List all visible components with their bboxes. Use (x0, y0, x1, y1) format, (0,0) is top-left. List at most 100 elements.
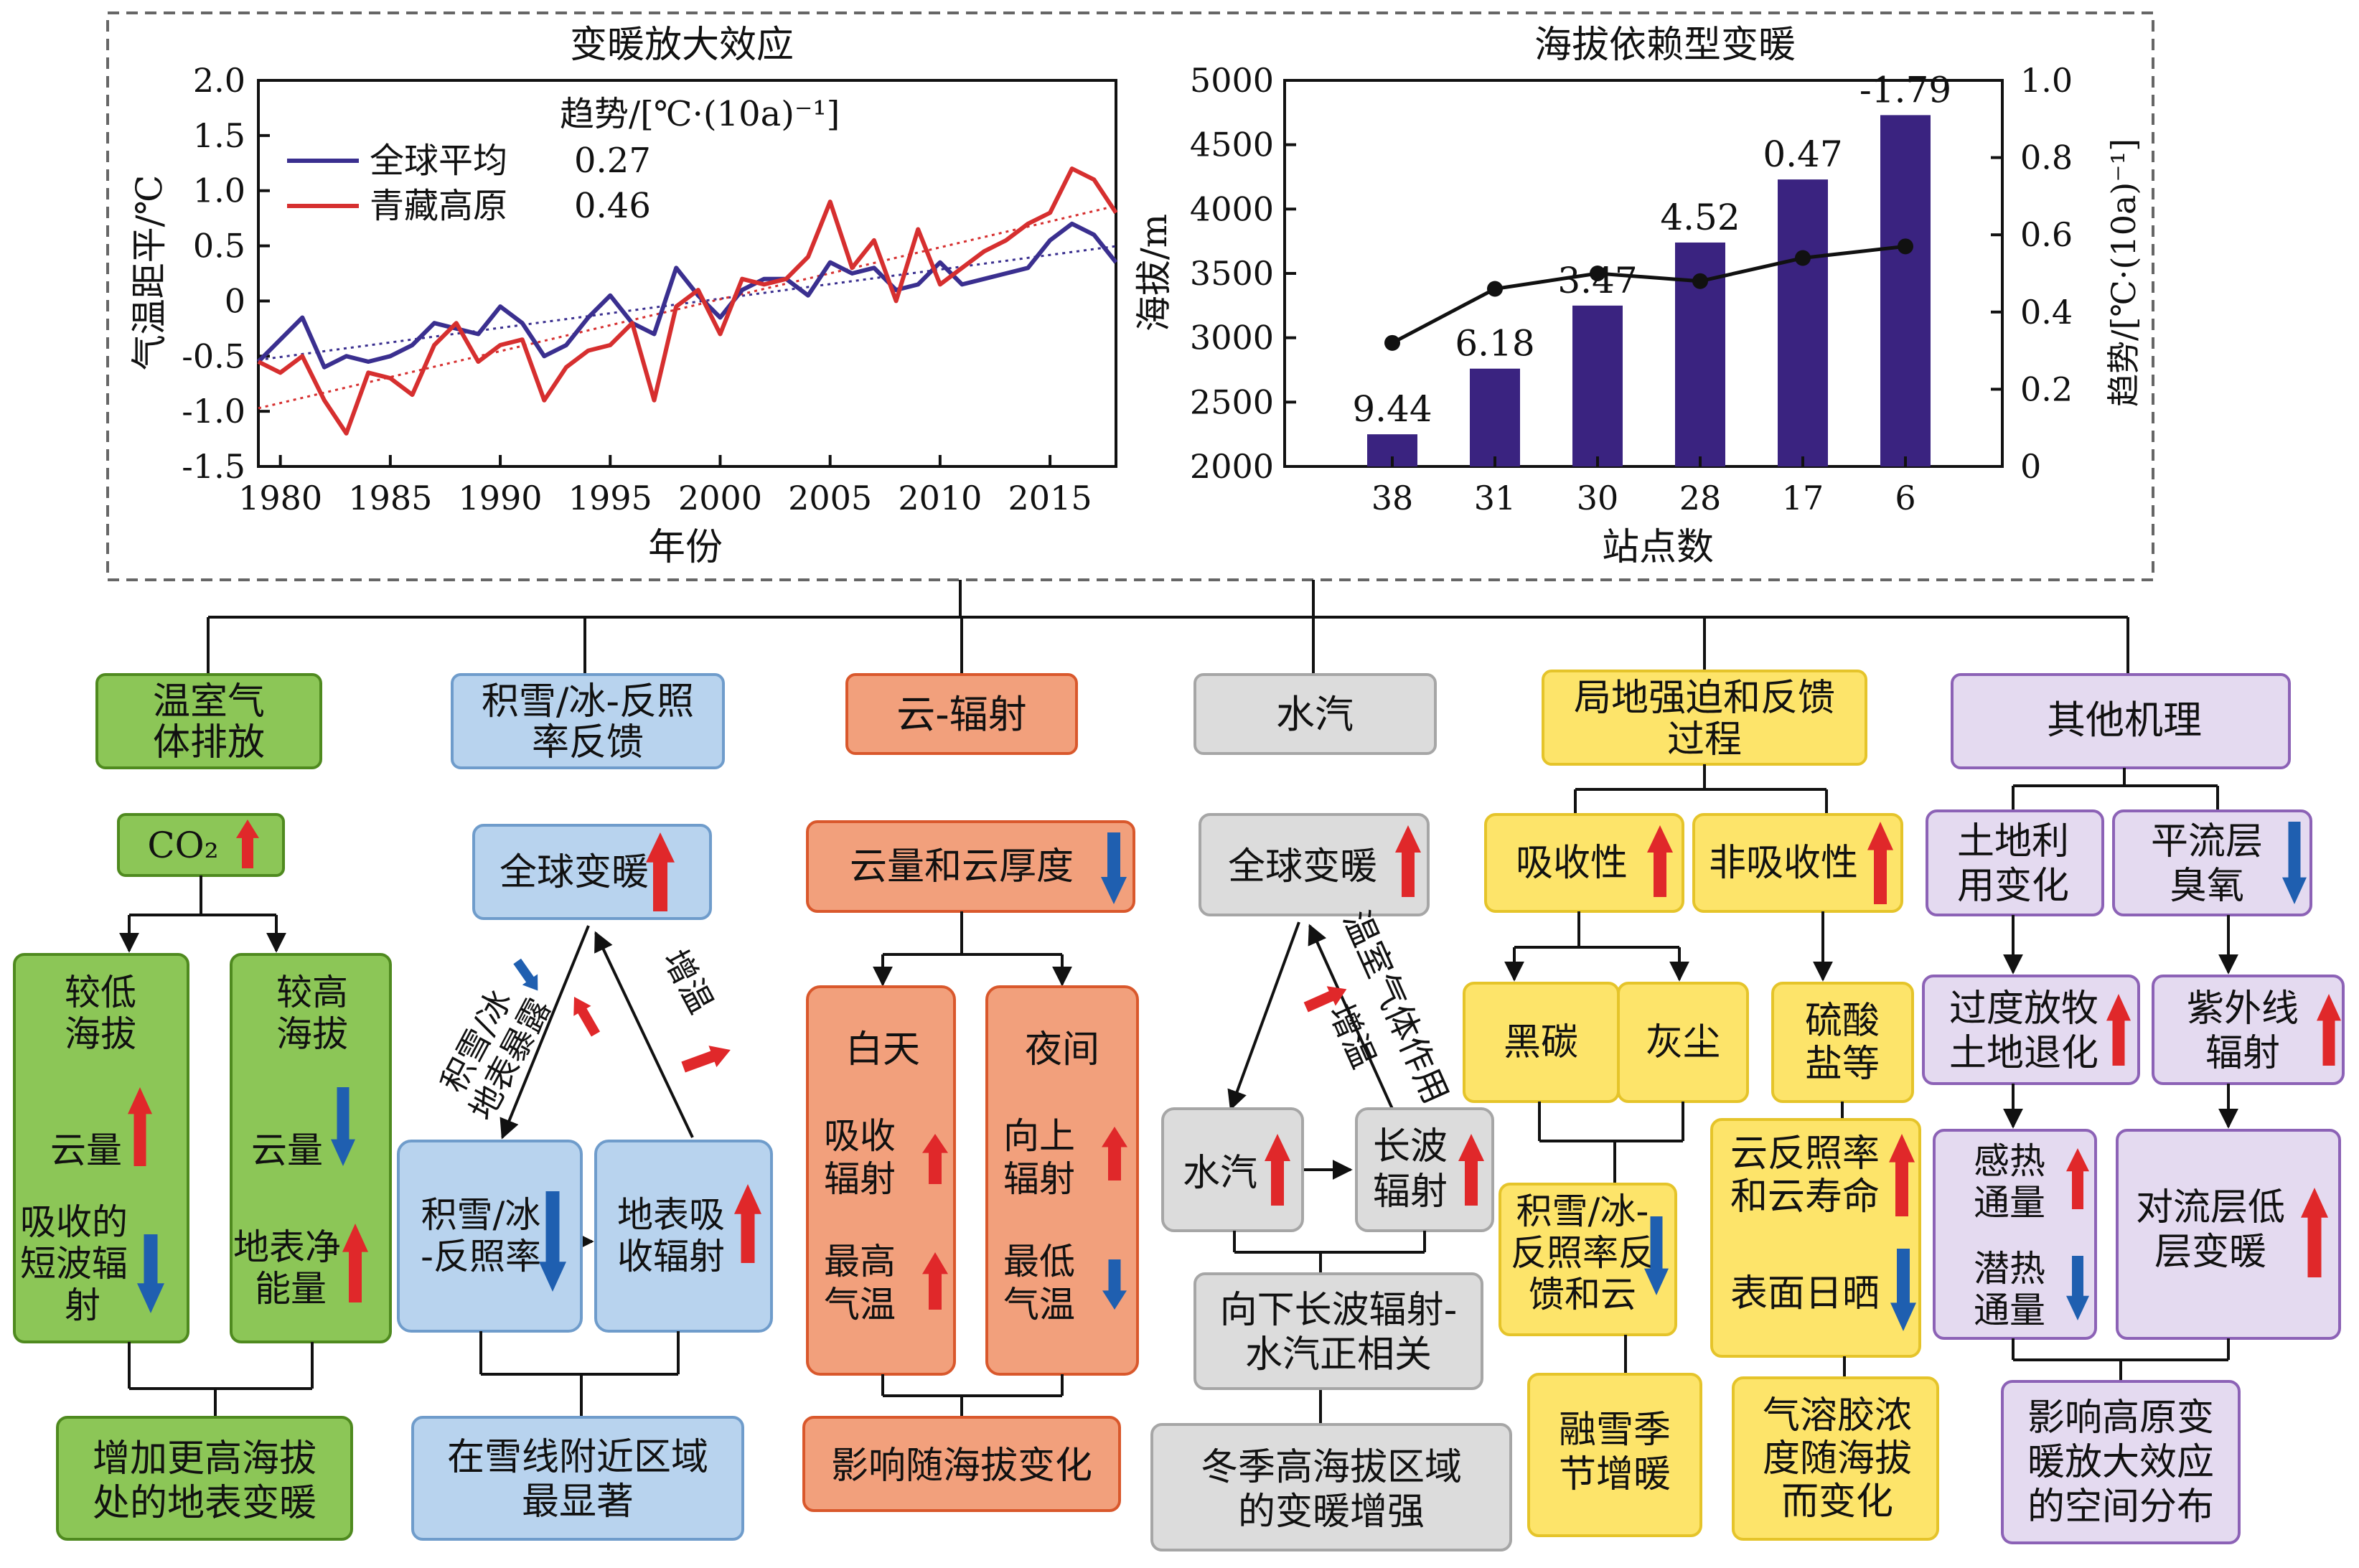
arrow-shape (1265, 1134, 1290, 1206)
vapor-label: 水汽 (1183, 1152, 1257, 1195)
legend-label-global: 全球平均 (370, 141, 507, 181)
trendline-plateau (258, 205, 1117, 410)
x-tick-label: 2015 (1008, 479, 1092, 517)
landuse-box (1926, 809, 2104, 916)
bar-chart-trend-line (1384, 238, 1913, 351)
bar-value-label: 4.52 (1660, 197, 1740, 238)
arrow-shape (1303, 986, 1347, 1013)
y-tick-label: 1.5 (193, 116, 245, 155)
night-tmin-down-arrow (1102, 1259, 1127, 1310)
ozone-label: 平流层臭氧 (2151, 820, 2263, 908)
arrow-shape (2317, 994, 2341, 1066)
x-tick-label: 6 (1895, 479, 1915, 517)
uv-up-arrow (2317, 994, 2341, 1066)
landuse-label: 土地利用变化 (1957, 820, 2069, 908)
sensible-up-arrow (2066, 1148, 2089, 1209)
nonabsorbing-up-arrow (1867, 822, 1893, 904)
column-snow-albedo: 积雪/冰-反照率反馈 全球变暖 积雪/冰地表暴露 增温 积雪/冰-反照率 地表吸… (397, 673, 773, 1541)
arrow-shape (922, 1134, 948, 1184)
x-tick-label: 2010 (898, 479, 982, 517)
local-title: 局地强迫和反馈过程 (1574, 677, 1835, 761)
column-cloud-radiation: 云-辐射 云量和云厚度 白天 吸收辐射 最高气温 夜间 向上辐射 最低气温 影响… (802, 673, 1139, 1512)
x-tick-label: 2005 (788, 479, 872, 517)
surface-absorb-label: 地表吸收辐射 (617, 1194, 725, 1277)
column-local-forcing: 局地强迫和反馈过程 吸收性 非吸收性 黑碳 灰尘 硫酸盐等 (1463, 670, 1939, 1541)
nonabsorbing-box (1692, 813, 1903, 913)
y-tick-label: 3000 (1190, 319, 1274, 357)
y-tick-label: 2000 (1190, 447, 1274, 486)
snow-albedo-box (397, 1140, 583, 1333)
bar-value-label: -1.79 (1859, 69, 1951, 111)
vapor-correlation: 向下长波辐射-水汽正相关 (1220, 1289, 1458, 1376)
y-tick-label: 4500 (1190, 126, 1274, 164)
grazing-label: 过度放牧土地退化 (1949, 987, 2098, 1075)
dust-label: 灰尘 (1646, 1021, 1720, 1064)
arrow-shape (1647, 825, 1673, 897)
y2-tick-label: 0 (2020, 447, 2041, 486)
svg-text:增温: 增温 (656, 943, 721, 1020)
arrow-shape (1101, 832, 1127, 904)
bar-chart-y-label: 海拔/m (1133, 214, 1175, 332)
cloud-title-box (845, 673, 1078, 755)
vapor-up-arrow (1265, 1134, 1290, 1206)
bar-value-label: 9.44 (1352, 388, 1432, 430)
snow-warming-arrow (681, 1046, 731, 1073)
x-tick-label: 1995 (568, 479, 652, 517)
y-tick-label: 3500 (1190, 254, 1274, 293)
snow-albedo-down-arrow (539, 1191, 566, 1292)
arrow-shape (539, 1191, 566, 1292)
column-other-mechanisms: 其他机理 土地利用变化 平流层臭氧 过度放牧土地退化 紫外线辐射 感热通量 潜热… (1922, 673, 2345, 1544)
line-chart: 变暖放大效应 2.01.51.00.50-0.5-1.0-1.5 1980 198… (128, 24, 1118, 569)
y-tick-label: 0.5 (193, 227, 245, 266)
cloud-result-box (802, 1416, 1121, 1512)
arrow-shape (1458, 1134, 1484, 1206)
bar-chart: 海拔依赖型变暖 5000 4500 4000 3500 3000 2500 2000 1.0… (1133, 24, 2143, 569)
snow-edge-up-arrow (573, 997, 601, 1037)
arrow-shape (2282, 822, 2307, 904)
co2-up-arrow (236, 820, 259, 868)
low-cloud-label: 云量 (50, 1130, 122, 1171)
y-tick-label: 5000 (1190, 61, 1274, 100)
arrow-shape (1395, 825, 1421, 897)
line-chart-y-axis: 2.0 1.5 1.0 0.5 0 -0.5 -1.0 -1.5 (182, 61, 270, 486)
snow-global-warming: 全球变暖 (500, 851, 649, 894)
greenhouse-title: 温室气体排放 (153, 680, 265, 764)
grazing-box (1922, 975, 2140, 1085)
greenhouse-result: 增加更高海拔处的地表变暖 (93, 1437, 316, 1525)
other-result: 影响高原变暖放大效应的空间分布 (2027, 1396, 2214, 1529)
absorbing-label: 吸收性 (1516, 842, 1628, 885)
y2-tick-label: 0.8 (2020, 139, 2073, 177)
night-upward-up-arrow (1102, 1127, 1127, 1180)
bar-value-label: 6.18 (1455, 323, 1534, 365)
arrow-shape (236, 820, 259, 868)
arrow-shape (128, 1087, 152, 1166)
arrow-shape (1889, 1134, 1915, 1216)
low-altitude-title: 较低海拔 (65, 972, 136, 1055)
uv-box (2152, 975, 2345, 1085)
trend-point (1384, 334, 1400, 351)
other-title: 其他机理 (2047, 698, 2202, 743)
snow-edge-down-arrow (513, 958, 538, 991)
arrow-shape (1102, 1259, 1127, 1310)
uv-label: 紫外线辐射 (2187, 987, 2299, 1075)
vapor-title: 水汽 (1276, 692, 1354, 737)
bar-value-label: 0.47 (1763, 133, 1842, 175)
snow-albedo-label: 积雪/冰-反照率 (421, 1194, 541, 1277)
cloud-albedo-label: 云反照率和云寿命 (1730, 1132, 1880, 1219)
bar (1470, 368, 1520, 466)
snow-cloud-label: 积雪/冰-反照率反馈和云 (1511, 1191, 1654, 1315)
column-greenhouse: 温室气体排放 CO₂ 较低海拔 云量 吸收的短波辐射 较高海拔 云量 地表净能量 (13, 673, 392, 1541)
aerosol-result: 气溶胶浓度随海拔而变化 (1763, 1394, 1912, 1524)
cloud-albedo-up-arrow (1889, 1134, 1915, 1216)
co2-label: CO₂ (147, 825, 218, 866)
tree-connectors (207, 580, 2129, 675)
day-tmax-label: 最高气温 (824, 1241, 896, 1325)
surface-dimming-down-arrow (1890, 1249, 1916, 1331)
other-title-box (1951, 673, 2291, 769)
y2-tick-label: 1.0 (2020, 61, 2073, 100)
ozone-box (2112, 809, 2312, 916)
y2-tick-label: 0.2 (2020, 370, 2073, 408)
vapor-global-warming: 全球变暖 (1228, 845, 1377, 888)
arrow-shape (2066, 1256, 2089, 1320)
vapor-result-box (1150, 1423, 1512, 1551)
